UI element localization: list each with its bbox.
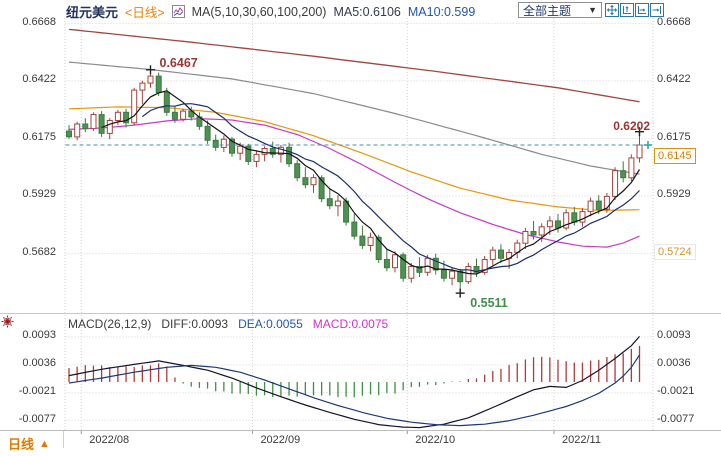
price-axis-tick-right: 0.5929 xyxy=(657,188,691,201)
recent-high-price-label: 0.6202 xyxy=(613,118,650,133)
price-axis-tick-left: 0.6668 xyxy=(22,15,56,28)
macd-axis-tick-right: 0.0036 xyxy=(657,357,691,370)
macd-header: MACD(26,12,9) DIFF:0.0093 DEA:0.0055 MAC… xyxy=(68,317,388,331)
price-axis-tick-left: 0.5682 xyxy=(22,246,56,259)
price-axis-tick-right: 0.6175 xyxy=(657,131,691,143)
ma5-value: MA5:0.6106 xyxy=(333,4,401,19)
theme-dropdown-label: 全部主题 xyxy=(523,3,572,18)
ma10-value: MA10:0.599 xyxy=(407,4,476,19)
svg-text:0.5511: 0.5511 xyxy=(470,296,508,310)
macd-diff-value: DIFF:0.0093 xyxy=(161,317,229,331)
scroll-right-button[interactable] xyxy=(635,3,649,17)
date-axis-label: 2022/10 xyxy=(415,434,456,446)
chart-toolbar xyxy=(605,3,664,17)
macd-axis-tick-left: 0.0093 xyxy=(22,329,56,342)
auto-scale-button[interactable] xyxy=(620,3,634,17)
jump-to-latest-button[interactable] xyxy=(650,3,664,17)
theme-dropdown[interactable]: 全部主题 ▼ xyxy=(518,2,602,18)
date-axis-label: 2022/08 xyxy=(89,434,130,446)
macd-axis-tick-right: -0.0021 xyxy=(657,385,695,398)
triangle-up-icon: ▲ xyxy=(39,437,50,450)
chevron-down-icon: ▼ xyxy=(588,5,597,15)
tab-daily-label: 日线 xyxy=(8,437,35,452)
date-axis-label: 2022/09 xyxy=(260,434,301,446)
macd-axis-tick-left: 0.0036 xyxy=(22,357,56,370)
date-axis-label: 2022/11 xyxy=(562,434,601,446)
pan-button[interactable] xyxy=(605,3,619,17)
auto-scale-icon xyxy=(623,6,631,14)
last-price-label: 0.6145 xyxy=(654,148,696,164)
jump-to-latest-icon xyxy=(652,6,661,14)
ma-chart-icon xyxy=(171,5,185,18)
bottom-bar-separator xyxy=(63,431,64,448)
period-tag: <日线> xyxy=(125,6,165,20)
macd-formula-label: MACD(26,12,9) xyxy=(68,317,152,331)
macd-axis-tick-right: 0.0093 xyxy=(657,329,691,342)
ma-settings-label: MA(5,10,30,60,100,200) xyxy=(191,4,327,19)
macd-dea-value: DEA:0.0055 xyxy=(238,317,303,331)
macd-axis-tick-left: -0.0021 xyxy=(18,385,56,398)
scroll-right-icon xyxy=(638,6,646,14)
pan-icon xyxy=(607,5,617,15)
symbol-name: 纽元美元 xyxy=(66,5,119,20)
price-axis-tick-left: 0.6422 xyxy=(22,73,56,86)
tab-daily-period[interactable]: 日线 ▲ xyxy=(8,434,50,453)
macd-axis-tick-left: -0.0077 xyxy=(18,412,56,425)
price-axis-tick-right: 0.6668 xyxy=(657,15,691,28)
axis-ma-value-label: 0.5724 xyxy=(654,244,696,261)
chart-header: 纽元美元 <日线> MA(5,10,30,60,100,200) MA5:0.6… xyxy=(66,2,475,21)
macd-axis-tick-right: -0.0077 xyxy=(657,412,695,425)
svg-text:0.6467: 0.6467 xyxy=(160,56,198,70)
price-axis-tick-left: 0.6175 xyxy=(22,131,56,143)
indicator-settings-sun-icon[interactable] xyxy=(1,315,14,328)
price-axis-tick-right: 0.6422 xyxy=(657,73,691,86)
macd-macd-value: MACD:0.0075 xyxy=(312,317,389,331)
price-axis-tick-left: 0.5929 xyxy=(22,188,56,201)
